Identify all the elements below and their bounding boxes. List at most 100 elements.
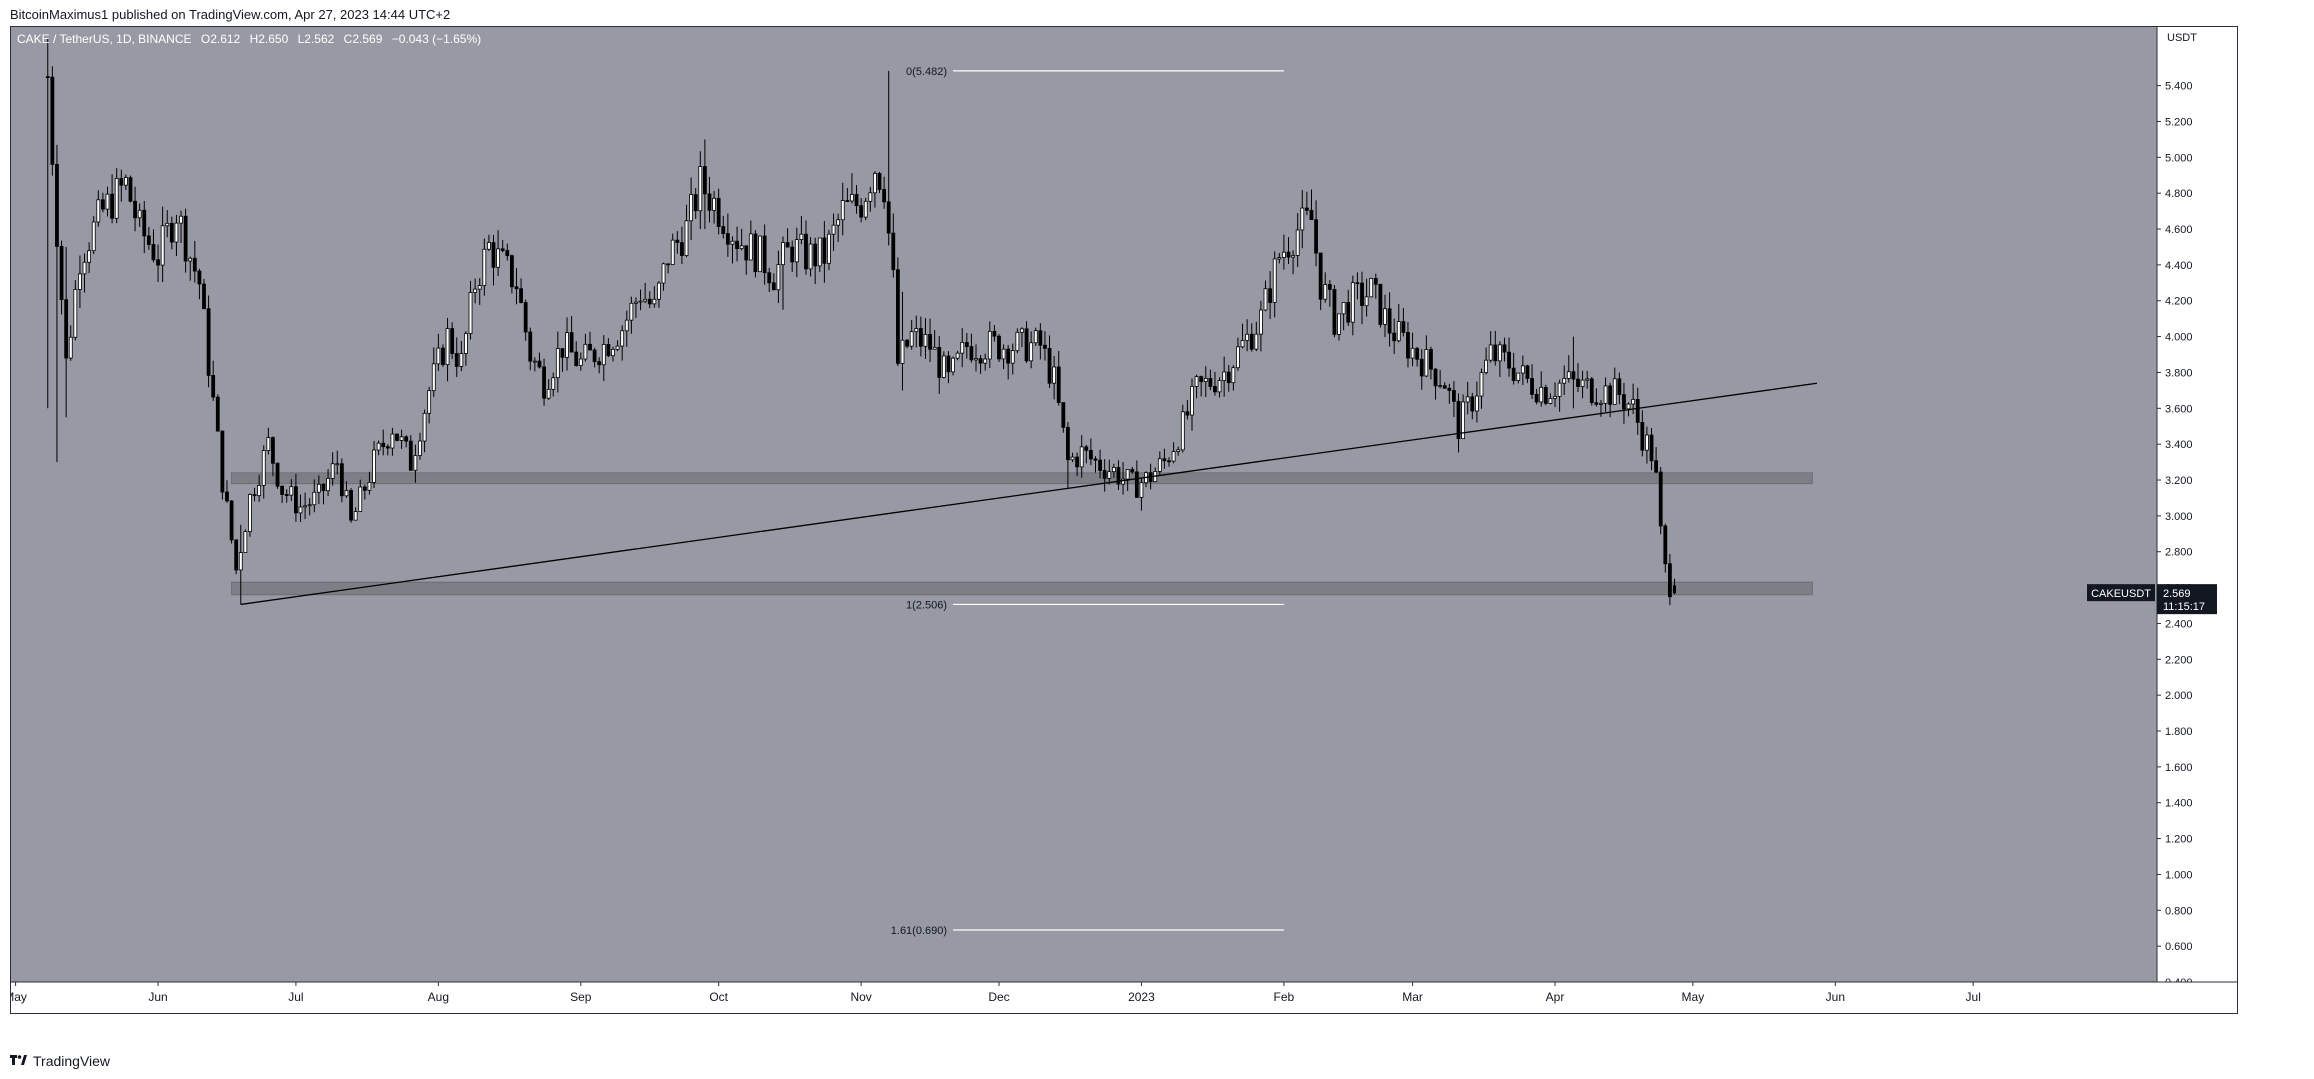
candle [87, 242, 92, 274]
candle [583, 333, 588, 362]
y-tick-label: 2.000 [2165, 690, 2193, 702]
candle [601, 335, 606, 382]
candle [1640, 410, 1645, 457]
candle [840, 182, 845, 236]
y-tick-label: 3.800 [2165, 367, 2193, 379]
candle [275, 462, 280, 489]
trendline[interactable] [240, 382, 1818, 606]
candle [1566, 355, 1571, 383]
candle [464, 331, 468, 366]
x-tick-label: 2023 [1128, 990, 1155, 1004]
author-name[interactable]: BitcoinMaximus1 [10, 7, 109, 22]
candle [565, 317, 569, 371]
candle [192, 240, 197, 283]
candle [1263, 280, 1268, 312]
tradingview-footer[interactable]: TradingView [10, 1052, 110, 1070]
candle [592, 347, 597, 368]
candle [422, 409, 427, 453]
candle [1383, 294, 1387, 338]
candle [730, 236, 735, 264]
candle [1208, 369, 1213, 391]
ohlc-close: C2.569 [344, 32, 383, 46]
price-axis[interactable]: USDT 0.4000.6000.8001.0001.2001.4001.600… [2087, 27, 2237, 1013]
candle [1520, 355, 1525, 386]
candle [312, 479, 317, 513]
candle [873, 171, 877, 208]
candle [964, 332, 969, 359]
candle [1056, 351, 1061, 406]
candle [597, 357, 602, 374]
candle [1102, 459, 1107, 492]
candle [234, 539, 239, 575]
candle [436, 333, 441, 371]
candle [1162, 448, 1167, 469]
candle [1530, 364, 1534, 399]
candle [1111, 463, 1116, 479]
candle [794, 227, 799, 278]
candle [1392, 318, 1397, 354]
candle [1139, 478, 1144, 511]
candle [1272, 251, 1277, 318]
candle [509, 254, 514, 294]
candle [390, 427, 395, 456]
candle [1410, 332, 1415, 367]
candle [836, 213, 841, 242]
candle [50, 66, 55, 176]
candle [744, 245, 749, 275]
candle [1121, 462, 1125, 495]
support-zone [231, 472, 1813, 485]
candle [560, 348, 565, 373]
candle [1236, 337, 1240, 371]
candle [1079, 435, 1084, 478]
candle [1557, 379, 1562, 412]
y-tick-label: 2.800 [2165, 547, 2193, 559]
candle [404, 435, 409, 448]
candle [1052, 356, 1057, 400]
candle [1452, 381, 1456, 418]
candle [220, 430, 225, 500]
y-tick-label: 0.800 [2165, 905, 2193, 917]
candle [1419, 349, 1424, 390]
candle [1622, 382, 1626, 424]
candle [64, 246, 69, 418]
candle [1424, 335, 1429, 378]
candle [1608, 382, 1613, 418]
candle [657, 281, 661, 308]
candle [289, 479, 294, 502]
y-tick-label: 4.200 [2165, 296, 2193, 308]
candle [698, 151, 703, 230]
candle [932, 330, 937, 350]
candle [280, 485, 285, 503]
y-axis-unit: USDT [2167, 32, 2197, 44]
candle [367, 471, 372, 495]
ohlc-low: L2.562 [298, 32, 335, 46]
candle [142, 201, 147, 254]
candle [1461, 394, 1466, 440]
time-axis[interactable]: May Jun Jul Aug Sep Oct Nov Dec 2023 Feb Mar Apr May… [11, 981, 2237, 1013]
candle [702, 139, 707, 230]
candle [634, 297, 638, 318]
candle [1070, 452, 1075, 463]
candle [1493, 330, 1498, 366]
x-tick-label: Jun [1826, 990, 1845, 1004]
candle [1576, 363, 1580, 393]
candle [183, 208, 188, 273]
candle [1401, 307, 1406, 337]
candle [266, 427, 271, 455]
candle [59, 240, 64, 315]
candle [850, 173, 854, 204]
candle [1553, 382, 1557, 408]
candle [1429, 346, 1433, 380]
candle [165, 210, 170, 238]
candle [1176, 446, 1181, 456]
candle [468, 280, 473, 340]
candle [482, 238, 487, 296]
price-chart[interactable]: 0(5.482) 1(2.506) 1.61(0.690) CAKE / Tethe… [11, 27, 2237, 1013]
candle [1226, 364, 1231, 392]
candle [725, 213, 730, 257]
candle [611, 346, 615, 362]
symbol-legend[interactable]: CAKE / TetherUS, 1D, BINANCE O2.612 H2.6… [17, 32, 481, 46]
x-tick-label: May [11, 990, 27, 1004]
candle [372, 440, 376, 489]
candle [1635, 387, 1640, 435]
